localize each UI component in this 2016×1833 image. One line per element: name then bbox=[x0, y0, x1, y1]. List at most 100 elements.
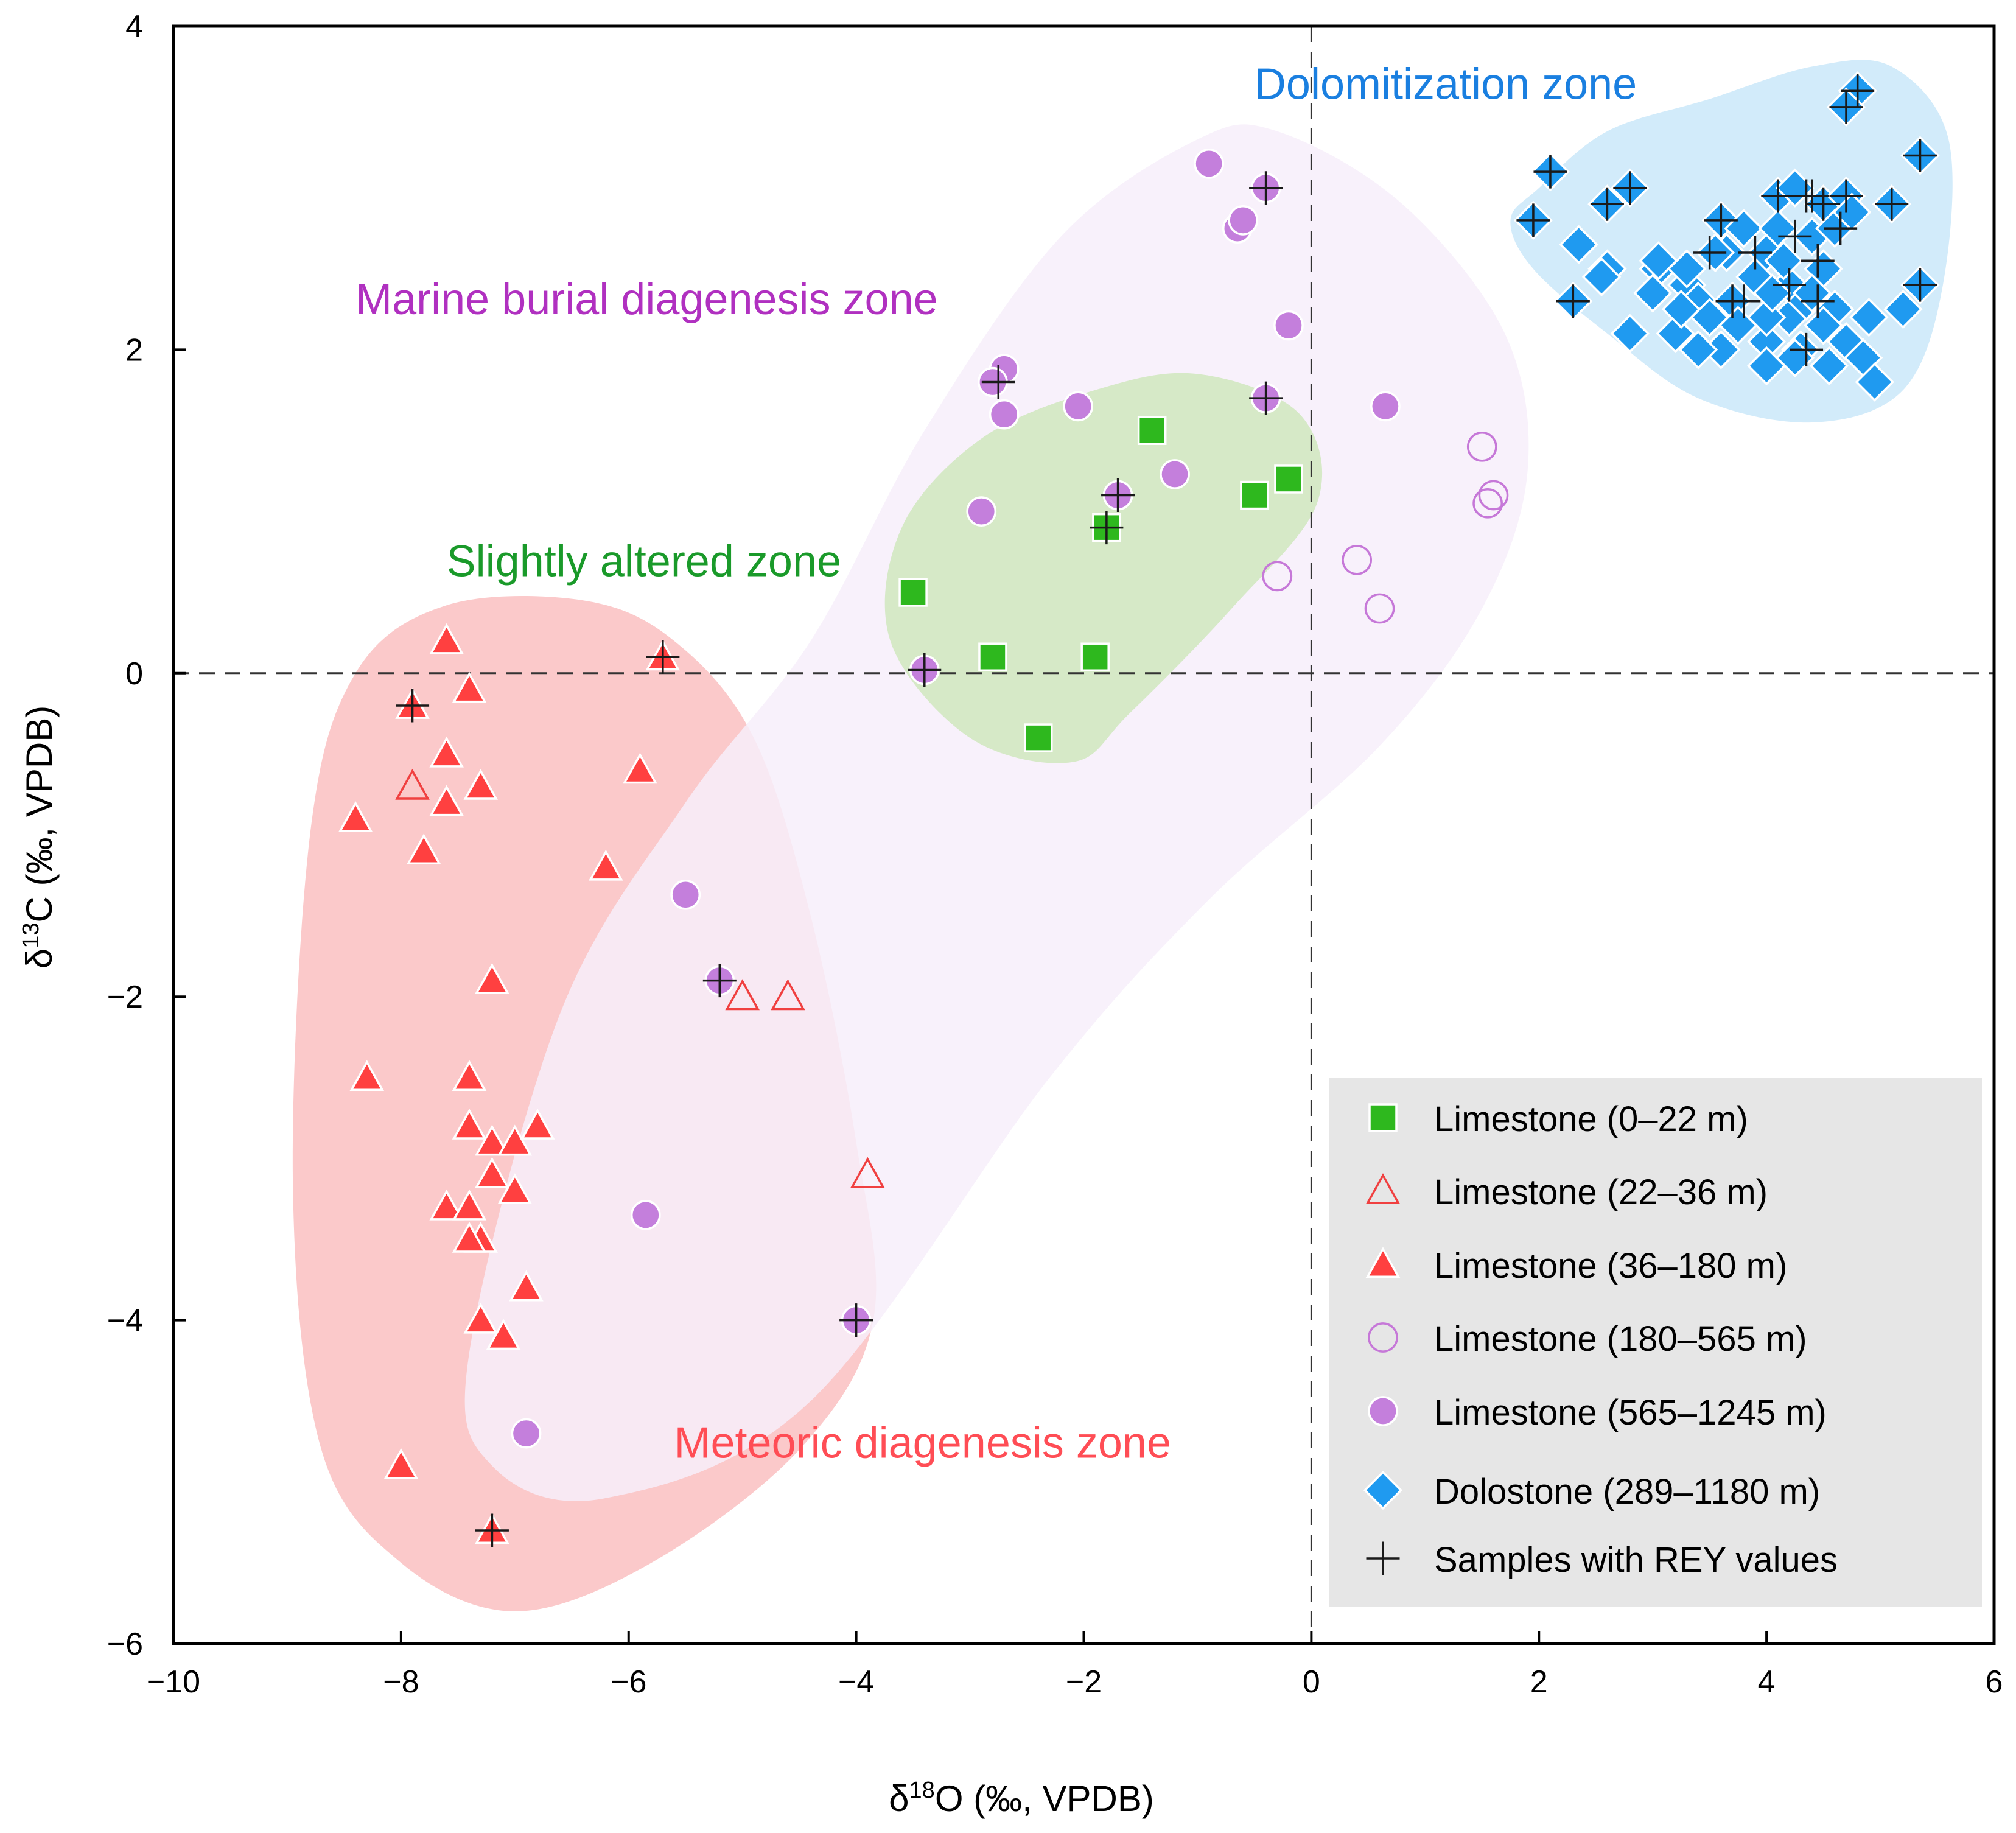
x-tick-label: 4 bbox=[1758, 1664, 1776, 1700]
point-diamond bbox=[1804, 306, 1843, 345]
y-tick-label: −4 bbox=[107, 1303, 143, 1339]
point-diamond bbox=[1883, 289, 1923, 329]
legend-item: Samples with REY values bbox=[1366, 1540, 1838, 1580]
point-square bbox=[1023, 723, 1053, 752]
point-triangle bbox=[383, 1448, 419, 1479]
legend-label: Limestone (565–1245 m) bbox=[1434, 1393, 1827, 1432]
point-circle bbox=[670, 879, 701, 910]
x-tick-label: −6 bbox=[611, 1664, 646, 1700]
point-plus bbox=[1249, 381, 1283, 415]
point-triangle bbox=[589, 849, 623, 881]
point-plus bbox=[839, 1303, 873, 1337]
point-circle bbox=[1370, 391, 1401, 422]
point-triangle bbox=[463, 1302, 499, 1334]
point-circle bbox=[511, 1418, 542, 1449]
point-triangle bbox=[497, 1173, 533, 1205]
point-circle bbox=[1228, 205, 1259, 236]
x-tick-label: −2 bbox=[1066, 1664, 1102, 1700]
reference-lines bbox=[173, 26, 1994, 1644]
point-square bbox=[978, 642, 1007, 671]
zone-label: Marine burial diagenesis zone bbox=[355, 275, 938, 324]
point-plus bbox=[1778, 219, 1812, 253]
point-plus bbox=[1613, 171, 1647, 205]
point-triangle bbox=[452, 1221, 487, 1253]
legend-label: Limestone (0–22 m) bbox=[1434, 1099, 1748, 1139]
legend-item: Limestone (180–565 m) bbox=[1368, 1319, 1807, 1359]
series-5 bbox=[1513, 71, 1940, 402]
point-circle bbox=[966, 496, 997, 527]
point-circle bbox=[1472, 488, 1503, 519]
point-square bbox=[1274, 464, 1303, 494]
point-triangle bbox=[771, 979, 805, 1011]
point-triangle bbox=[497, 1124, 533, 1156]
point-plus bbox=[1516, 203, 1550, 237]
legend-marker-diamond bbox=[1363, 1470, 1403, 1510]
point-diamond bbox=[1633, 273, 1673, 313]
axes: −10 −8 −6 −4 −2 0 2 4 6 −6 −4 −2 0 2 4 bbox=[107, 9, 2003, 1700]
point-plus bbox=[1829, 179, 1863, 213]
point-plus bbox=[1807, 187, 1841, 221]
point-circle bbox=[1262, 561, 1293, 592]
legend: Limestone (0–22 m) Limestone (22–36 m) Lim… bbox=[1329, 1078, 1982, 1607]
point-plus bbox=[1727, 284, 1761, 318]
legend-item: Limestone (565–1245 m) bbox=[1368, 1393, 1827, 1432]
point-triangle bbox=[429, 785, 464, 816]
y-tick-label: 0 bbox=[125, 656, 143, 692]
point-plus bbox=[1533, 155, 1567, 189]
point-square bbox=[1137, 416, 1167, 445]
point-triangle bbox=[452, 1060, 487, 1092]
legend-marker-plus bbox=[1366, 1541, 1400, 1575]
point-plus bbox=[1693, 236, 1727, 270]
point-square bbox=[1240, 480, 1269, 510]
point-circle bbox=[1160, 459, 1190, 489]
point-plus bbox=[1903, 268, 1937, 302]
series-2 bbox=[338, 623, 681, 1544]
point-plus bbox=[1903, 139, 1937, 173]
legend-item: Limestone (0–22 m) bbox=[1368, 1099, 1748, 1139]
legend-item: Limestone (36–180 m) bbox=[1365, 1246, 1787, 1286]
legend-label: Dolostone (289–1180 m) bbox=[1434, 1472, 1820, 1512]
y-tick-label: −6 bbox=[107, 1627, 143, 1662]
series-6 bbox=[396, 74, 1937, 1547]
point-plus bbox=[1704, 203, 1738, 237]
x-tick-label: 6 bbox=[1986, 1664, 2003, 1700]
point-triangle bbox=[406, 833, 441, 865]
legend-marker-square bbox=[1368, 1103, 1398, 1132]
point-triangle bbox=[452, 1108, 487, 1140]
point-triangle bbox=[429, 623, 464, 654]
series-3 bbox=[1262, 431, 1509, 624]
point-plus bbox=[1090, 511, 1124, 545]
legend-box bbox=[1329, 1078, 1982, 1607]
series-1 bbox=[395, 768, 885, 1188]
point-circle bbox=[989, 399, 1020, 430]
point-plus bbox=[1790, 179, 1824, 213]
point-diamond bbox=[1678, 330, 1718, 370]
point-diamond bbox=[1855, 362, 1894, 402]
point-plus bbox=[1761, 179, 1795, 213]
point-triangle bbox=[338, 801, 373, 832]
point-diamond bbox=[1581, 257, 1622, 297]
point-circle bbox=[1466, 431, 1497, 462]
point-diamond bbox=[1809, 346, 1849, 386]
point-plus bbox=[1556, 284, 1590, 318]
x-tick-label: 2 bbox=[1530, 1664, 1548, 1700]
point-triangle bbox=[520, 1108, 555, 1140]
point-circle bbox=[1342, 544, 1372, 575]
point-triangle bbox=[850, 1157, 885, 1188]
point-plus bbox=[1801, 244, 1835, 278]
point-plus bbox=[1590, 187, 1624, 221]
point-circle bbox=[1063, 391, 1094, 422]
point-plus bbox=[702, 964, 737, 998]
zone-labels: Meteoric diagenesis zone Marine burial di… bbox=[355, 60, 1637, 1468]
x-tick-label: 0 bbox=[1303, 1664, 1320, 1700]
point-triangle bbox=[429, 1189, 464, 1221]
zone-label: Dolomitization zone bbox=[1255, 60, 1637, 109]
legend-label: Limestone (180–565 m) bbox=[1434, 1319, 1807, 1359]
point-plus bbox=[1829, 90, 1863, 124]
point-square bbox=[898, 578, 928, 607]
point-plus bbox=[475, 1513, 509, 1547]
point-plus bbox=[981, 365, 1015, 399]
point-circle bbox=[1364, 593, 1395, 624]
point-square bbox=[1080, 642, 1110, 671]
